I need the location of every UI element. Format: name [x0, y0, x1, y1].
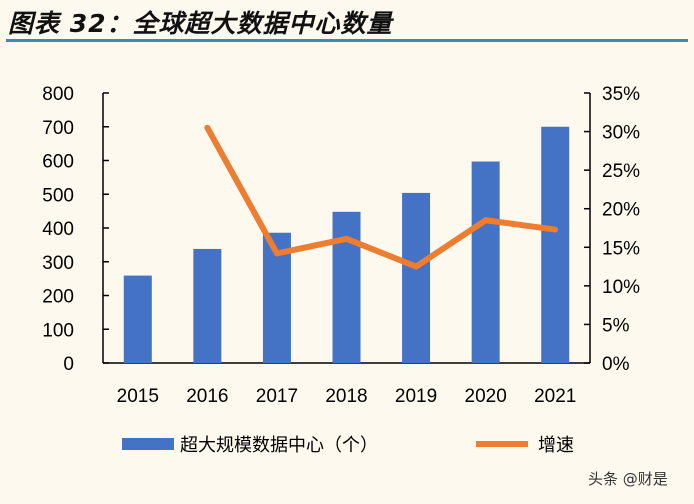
left-tick-label: 800 — [42, 84, 74, 105]
right-tick-label: 20% — [602, 200, 640, 221]
left-tick-label: 100 — [42, 320, 74, 341]
right-tick-label: 30% — [602, 123, 640, 144]
right-tick-label: 15% — [602, 238, 640, 259]
x-tick-label: 2020 — [465, 386, 507, 407]
right-tick-label: 25% — [602, 161, 640, 182]
left-tick-label: 500 — [42, 185, 74, 206]
left-tick-label: 600 — [42, 152, 74, 173]
x-tick-label: 2018 — [325, 386, 367, 407]
bar-2020 — [471, 161, 500, 363]
right-tick-label: 10% — [602, 277, 640, 298]
x-tick-label: 2019 — [395, 386, 437, 407]
left-tick-label: 700 — [42, 118, 74, 139]
left-tick-label: 200 — [42, 287, 74, 308]
right-tick-label: 35% — [602, 84, 640, 105]
x-tick-label: 2016 — [186, 386, 228, 407]
title-underline — [6, 39, 688, 42]
bar-2021 — [541, 126, 570, 363]
chart-title: 图表 32：全球超大数据中心数量 — [8, 9, 393, 38]
x-tick-label: 2021 — [534, 386, 576, 407]
bar-2016 — [193, 248, 222, 363]
legend-line-label: 增速 — [538, 435, 574, 456]
bar-2019 — [402, 192, 431, 363]
right-tick-label: 0% — [602, 354, 630, 375]
right-tick-label: 5% — [602, 315, 630, 336]
left-tick-label: 300 — [42, 253, 74, 274]
left-tick-label: 0 — [63, 354, 74, 375]
bar-2015 — [123, 275, 152, 363]
legend-bar-label: 超大规模数据中心（个） — [180, 435, 378, 456]
watermark: 头条 @财是 — [588, 470, 668, 488]
x-tick-label: 2017 — [256, 386, 298, 407]
x-tick-label: 2015 — [117, 386, 159, 407]
growth-line — [204, 124, 559, 270]
bar-2018 — [332, 211, 361, 363]
left-tick-label: 400 — [42, 219, 74, 240]
legend-bar-swatch — [122, 438, 174, 450]
